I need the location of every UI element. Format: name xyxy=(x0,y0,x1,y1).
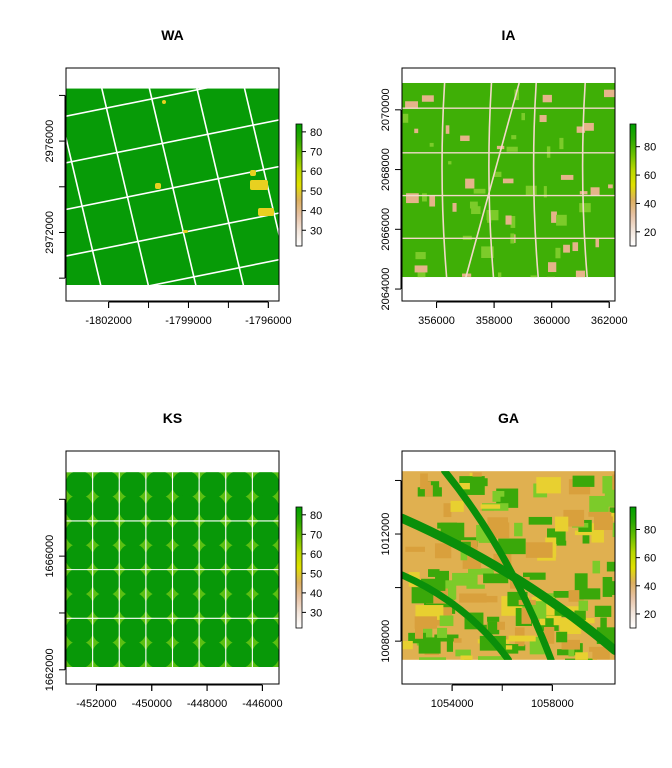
y-tick-label: 1012000 xyxy=(380,513,392,556)
x-axis: 1054000 1058000 xyxy=(431,684,574,710)
legend-colorbar: 20 40 60 80 xyxy=(629,123,656,247)
y-axis: 1008000 1012000 xyxy=(380,479,402,663)
y-tick-label: 2064000 xyxy=(380,268,392,311)
x-axis: -1802000 -1799000 -1796000 xyxy=(85,301,292,327)
y-axis: 1662000 1666000 xyxy=(44,498,66,691)
legend-tick-label: 70 xyxy=(310,147,322,159)
panel-ks: KS-452000 -450000 -448000 -4460001662000166… xyxy=(44,410,322,710)
x-tick-label: 1058000 xyxy=(531,698,574,710)
panel-title: KS xyxy=(163,410,182,426)
legend-tick-label: 80 xyxy=(310,510,322,522)
panel-title: WA xyxy=(161,27,184,43)
legend-tick-label: 40 xyxy=(644,198,656,210)
y-tick-label: 1008000 xyxy=(380,620,392,663)
legend-tick-label: 80 xyxy=(310,127,322,139)
legend-colorbar: 30 40 50 60 70 80 xyxy=(295,506,322,629)
legend-tick-label: 40 xyxy=(310,588,322,600)
y-tick-label: 2066000 xyxy=(380,208,392,251)
x-tick-label: -448000 xyxy=(187,698,227,710)
plot-frame xyxy=(401,67,616,302)
raster xyxy=(66,472,279,667)
legend-tick-label: 50 xyxy=(310,568,322,580)
legend-tick-label: 40 xyxy=(644,581,656,593)
panel-ia: IA 356000 358000 360000 362000 2064000 2066000… xyxy=(380,27,656,327)
x-tick-label: -452000 xyxy=(76,698,116,710)
legend-tick-label: 40 xyxy=(310,206,322,218)
legend-tick-label: 80 xyxy=(644,525,656,537)
legend-colorbar: 30 40 50 60 70 80 xyxy=(295,123,322,247)
panel-ga: GA 1054000 1058000 1008000 1012000 20 40 60 80 xyxy=(380,410,656,710)
panel-wa: WA -1802000 -1799000 -1796000 2972000 2976000… xyxy=(44,27,322,327)
x-tick-label: 360000 xyxy=(533,315,570,327)
raster xyxy=(402,82,615,278)
legend-tick-label: 60 xyxy=(644,553,656,565)
legend-colorbar: 20 40 60 80 xyxy=(629,506,656,629)
raster xyxy=(66,88,279,286)
y-tick-label: 2972000 xyxy=(44,211,56,254)
legend-tick-label: 30 xyxy=(310,607,322,619)
legend-tick-label: 30 xyxy=(310,225,322,237)
plot-frame xyxy=(65,450,280,685)
x-tick-label: 362000 xyxy=(591,315,628,327)
x-tick-label: -1796000 xyxy=(245,315,292,327)
legend-tick-label: 60 xyxy=(644,170,656,182)
legend-tick-label: 60 xyxy=(310,549,322,561)
x-tick-label: -1799000 xyxy=(165,315,212,327)
legend-tick-label: 20 xyxy=(644,227,656,239)
legend-tick-label: 70 xyxy=(310,529,322,541)
y-axis: 2064000 2066000 2068000 2070000 xyxy=(380,88,402,311)
legend-tick-label: 20 xyxy=(644,609,656,621)
x-axis: -452000 -450000 -448000 -446000 xyxy=(76,684,283,710)
y-tick-label: 1666000 xyxy=(44,535,56,578)
y-tick-label: 2070000 xyxy=(380,88,392,131)
y-tick-label: 1662000 xyxy=(44,648,56,691)
legend-tick-label: 50 xyxy=(310,186,322,198)
x-tick-label: 1054000 xyxy=(431,698,474,710)
panel-title: GA xyxy=(498,410,519,426)
y-axis: 2972000 2976000 xyxy=(44,94,66,279)
plot-frame xyxy=(65,67,280,302)
x-tick-label: -1802000 xyxy=(85,315,132,327)
panel-title: IA xyxy=(502,27,516,43)
legend-tick-label: 60 xyxy=(310,166,322,178)
x-tick-label: -450000 xyxy=(132,698,172,710)
legend-tick-label: 80 xyxy=(644,142,656,154)
y-tick-label: 2068000 xyxy=(380,148,392,191)
raster xyxy=(402,471,615,660)
x-tick-label: 358000 xyxy=(476,315,513,327)
plot-frame xyxy=(401,450,616,685)
y-tick-label: 2976000 xyxy=(44,120,56,163)
x-tick-label: -446000 xyxy=(242,698,282,710)
x-tick-label: 356000 xyxy=(418,315,455,327)
x-axis: 356000 358000 360000 362000 xyxy=(418,301,628,327)
